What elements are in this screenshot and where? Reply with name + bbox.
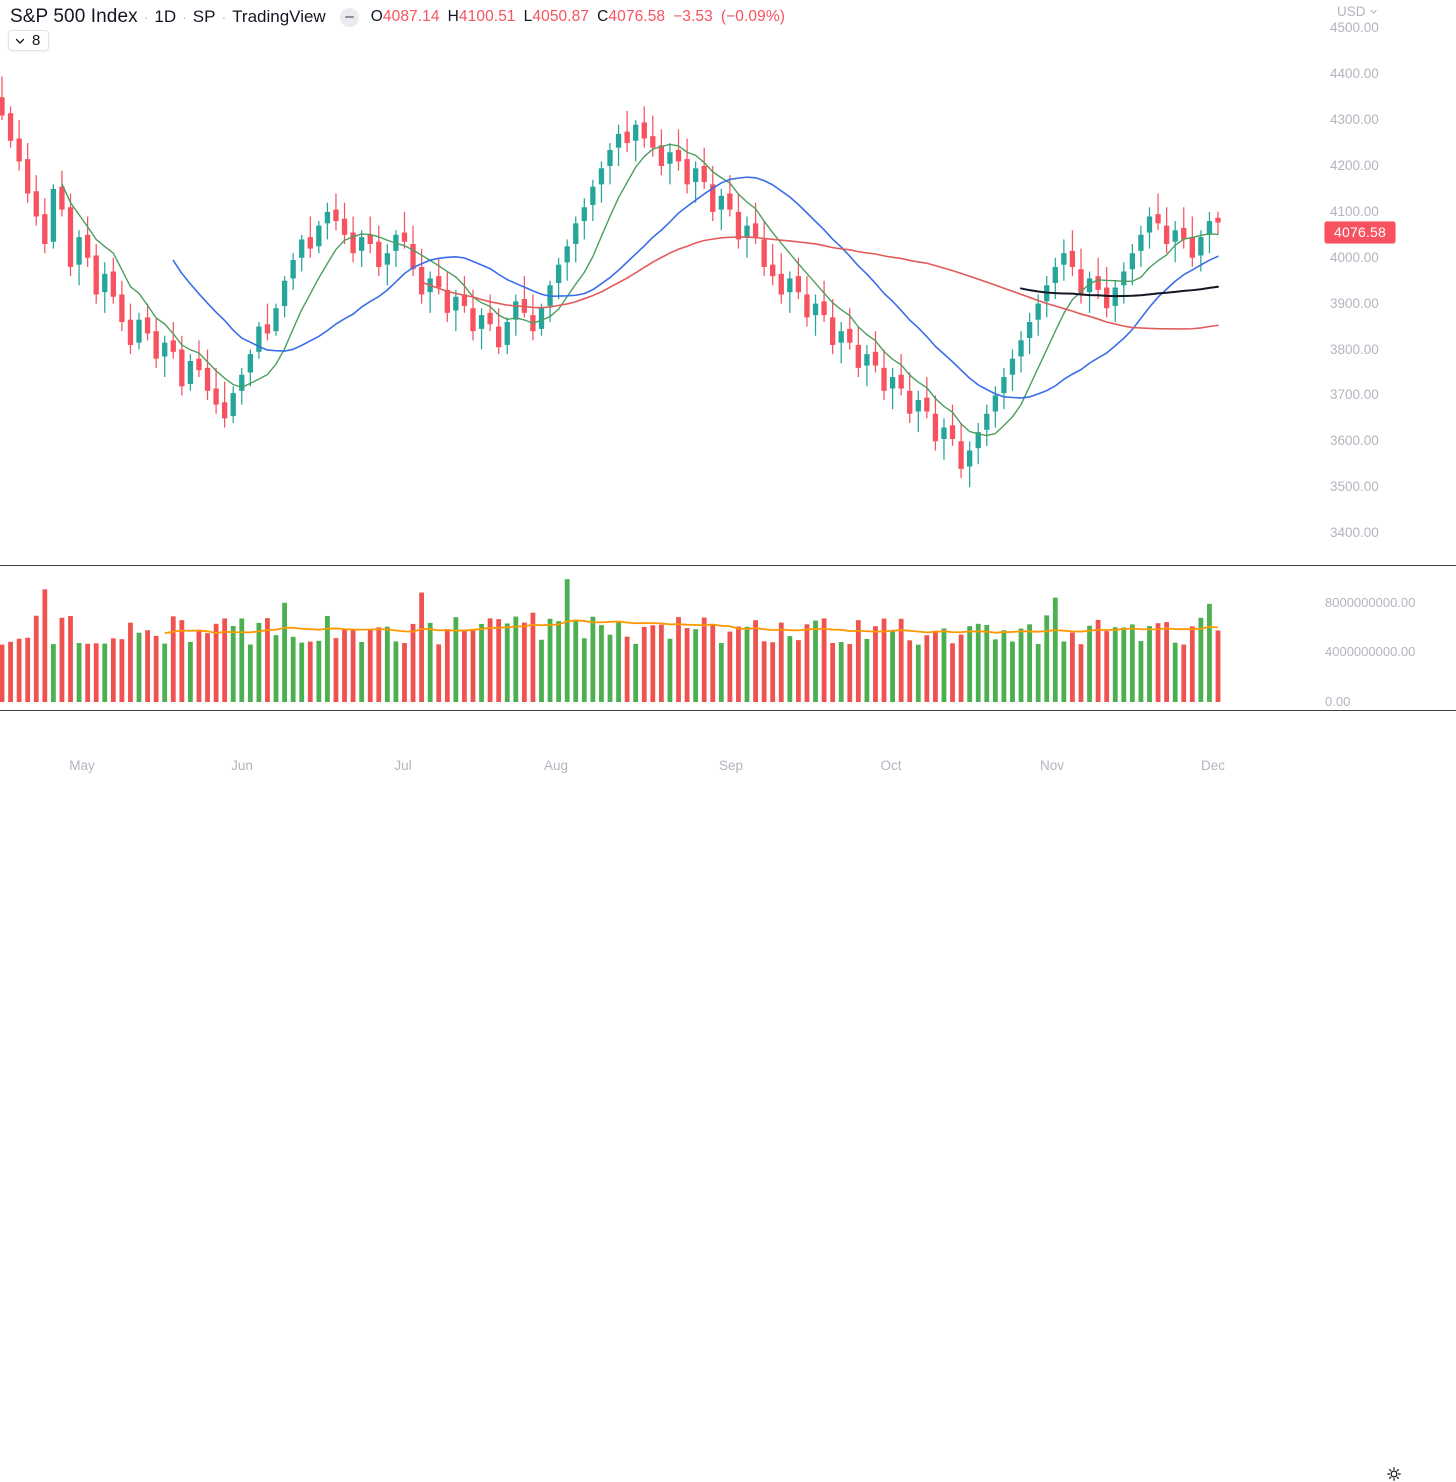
- high-label: H: [447, 8, 459, 25]
- price-axis-tick: 4100.00: [1330, 203, 1379, 219]
- chevron-down-icon: [1369, 9, 1377, 14]
- close-label: C: [597, 8, 609, 25]
- volume-axis-tick: 8000000000.00: [1325, 594, 1416, 610]
- price-axis-tick: 3900.00: [1330, 295, 1379, 311]
- open-label: O: [370, 8, 383, 25]
- time-axis-tick: Jun: [231, 758, 253, 773]
- price-pane[interactable]: [0, 0, 1310, 566]
- time-axis[interactable]: May Jun Jul Aug Sep Oct Nov Dec: [0, 711, 1456, 1481]
- ohlc-values: O4087.14 H4100.51 L4050.87 C4076.58 −3.53 (−0…: [371, 8, 785, 26]
- high-value: 4100.51: [458, 8, 516, 25]
- ma-red-line: [420, 236, 1219, 330]
- price-axis-tick: 4200.00: [1330, 158, 1379, 173]
- open-value: 4087.14: [382, 8, 440, 25]
- volume-axis-tick: 4000000000.00: [1325, 644, 1416, 660]
- source-label[interactable]: TradingView: [232, 7, 326, 26]
- time-axis-tick: Nov: [1039, 758, 1065, 773]
- chevron-down-icon: [15, 38, 25, 44]
- pane-divider-bottom: [0, 710, 1456, 711]
- time-axis-tick: Dec: [1200, 758, 1226, 773]
- low-value: 4050.87: [532, 8, 590, 25]
- symbol-title[interactable]: S&P 500 Index: [10, 6, 138, 27]
- separator-dot-3: ·: [221, 9, 227, 25]
- minus-circle-icon[interactable]: [339, 7, 359, 27]
- volume-axis-tick: 0.00: [1325, 694, 1351, 709]
- price-axis[interactable]: USD 4500.00 4400.00 4300.00 4200.00 4100.00 4…: [1311, 0, 1456, 565]
- chart-legend-header: S&P 500 Index · 1D · SP · TradingView O4…: [10, 4, 785, 30]
- volume-ma-line: [164, 619, 1219, 634]
- price-axis-tick: 4500.00: [1330, 20, 1379, 36]
- exchange-label[interactable]: SP: [192, 7, 216, 26]
- price-axis-tick: 4400.00: [1330, 66, 1379, 82]
- time-axis-tick: Oct: [880, 758, 902, 773]
- time-axis-tick: Jul: [394, 758, 412, 773]
- currency-label: USD: [1337, 4, 1366, 19]
- current-price-badge: 4076.58: [1324, 221, 1397, 244]
- currency-selector[interactable]: USD: [1337, 4, 1378, 19]
- price-axis-tick: 3600.00: [1330, 433, 1379, 449]
- time-axis-tick: May: [69, 758, 95, 773]
- separator-dot-2: ·: [182, 9, 187, 25]
- ma-length-badge[interactable]: 8: [8, 30, 50, 51]
- interval-label[interactable]: 1D: [154, 7, 177, 26]
- price-axis-tick: 3800.00: [1330, 341, 1379, 357]
- close-value: 4076.58: [608, 8, 666, 25]
- price-axis-tick: 3500.00: [1330, 479, 1379, 495]
- volume-axis[interactable]: 8000000000.00 4000000000.00 0.00: [1311, 567, 1456, 710]
- change-percent: (−0.09%): [720, 8, 786, 25]
- time-axis-tick: Sep: [718, 758, 744, 773]
- volume-series: [0, 579, 1221, 702]
- ma-blue-line: [172, 176, 1219, 399]
- candlestick-series: [0, 76, 1221, 488]
- price-axis-tick: 3700.00: [1330, 387, 1379, 403]
- gear-icon[interactable]: [1386, 1466, 1402, 1482]
- price-axis-tick: 4300.00: [1330, 112, 1379, 128]
- separator-dot-1: ·: [143, 9, 149, 25]
- change-value: −3.53: [673, 8, 713, 25]
- ma-black-line: [1020, 285, 1219, 298]
- ma-green-line: [61, 143, 1219, 437]
- volume-pane[interactable]: [0, 567, 1310, 710]
- pane-divider-top: [0, 565, 1456, 566]
- price-axis-tick: 4000.00: [1330, 249, 1379, 265]
- time-axis-tick: Aug: [543, 758, 569, 773]
- price-axis-tick: 3400.00: [1330, 525, 1379, 541]
- low-label: L: [523, 8, 533, 25]
- ma-length-value: 8: [32, 32, 41, 49]
